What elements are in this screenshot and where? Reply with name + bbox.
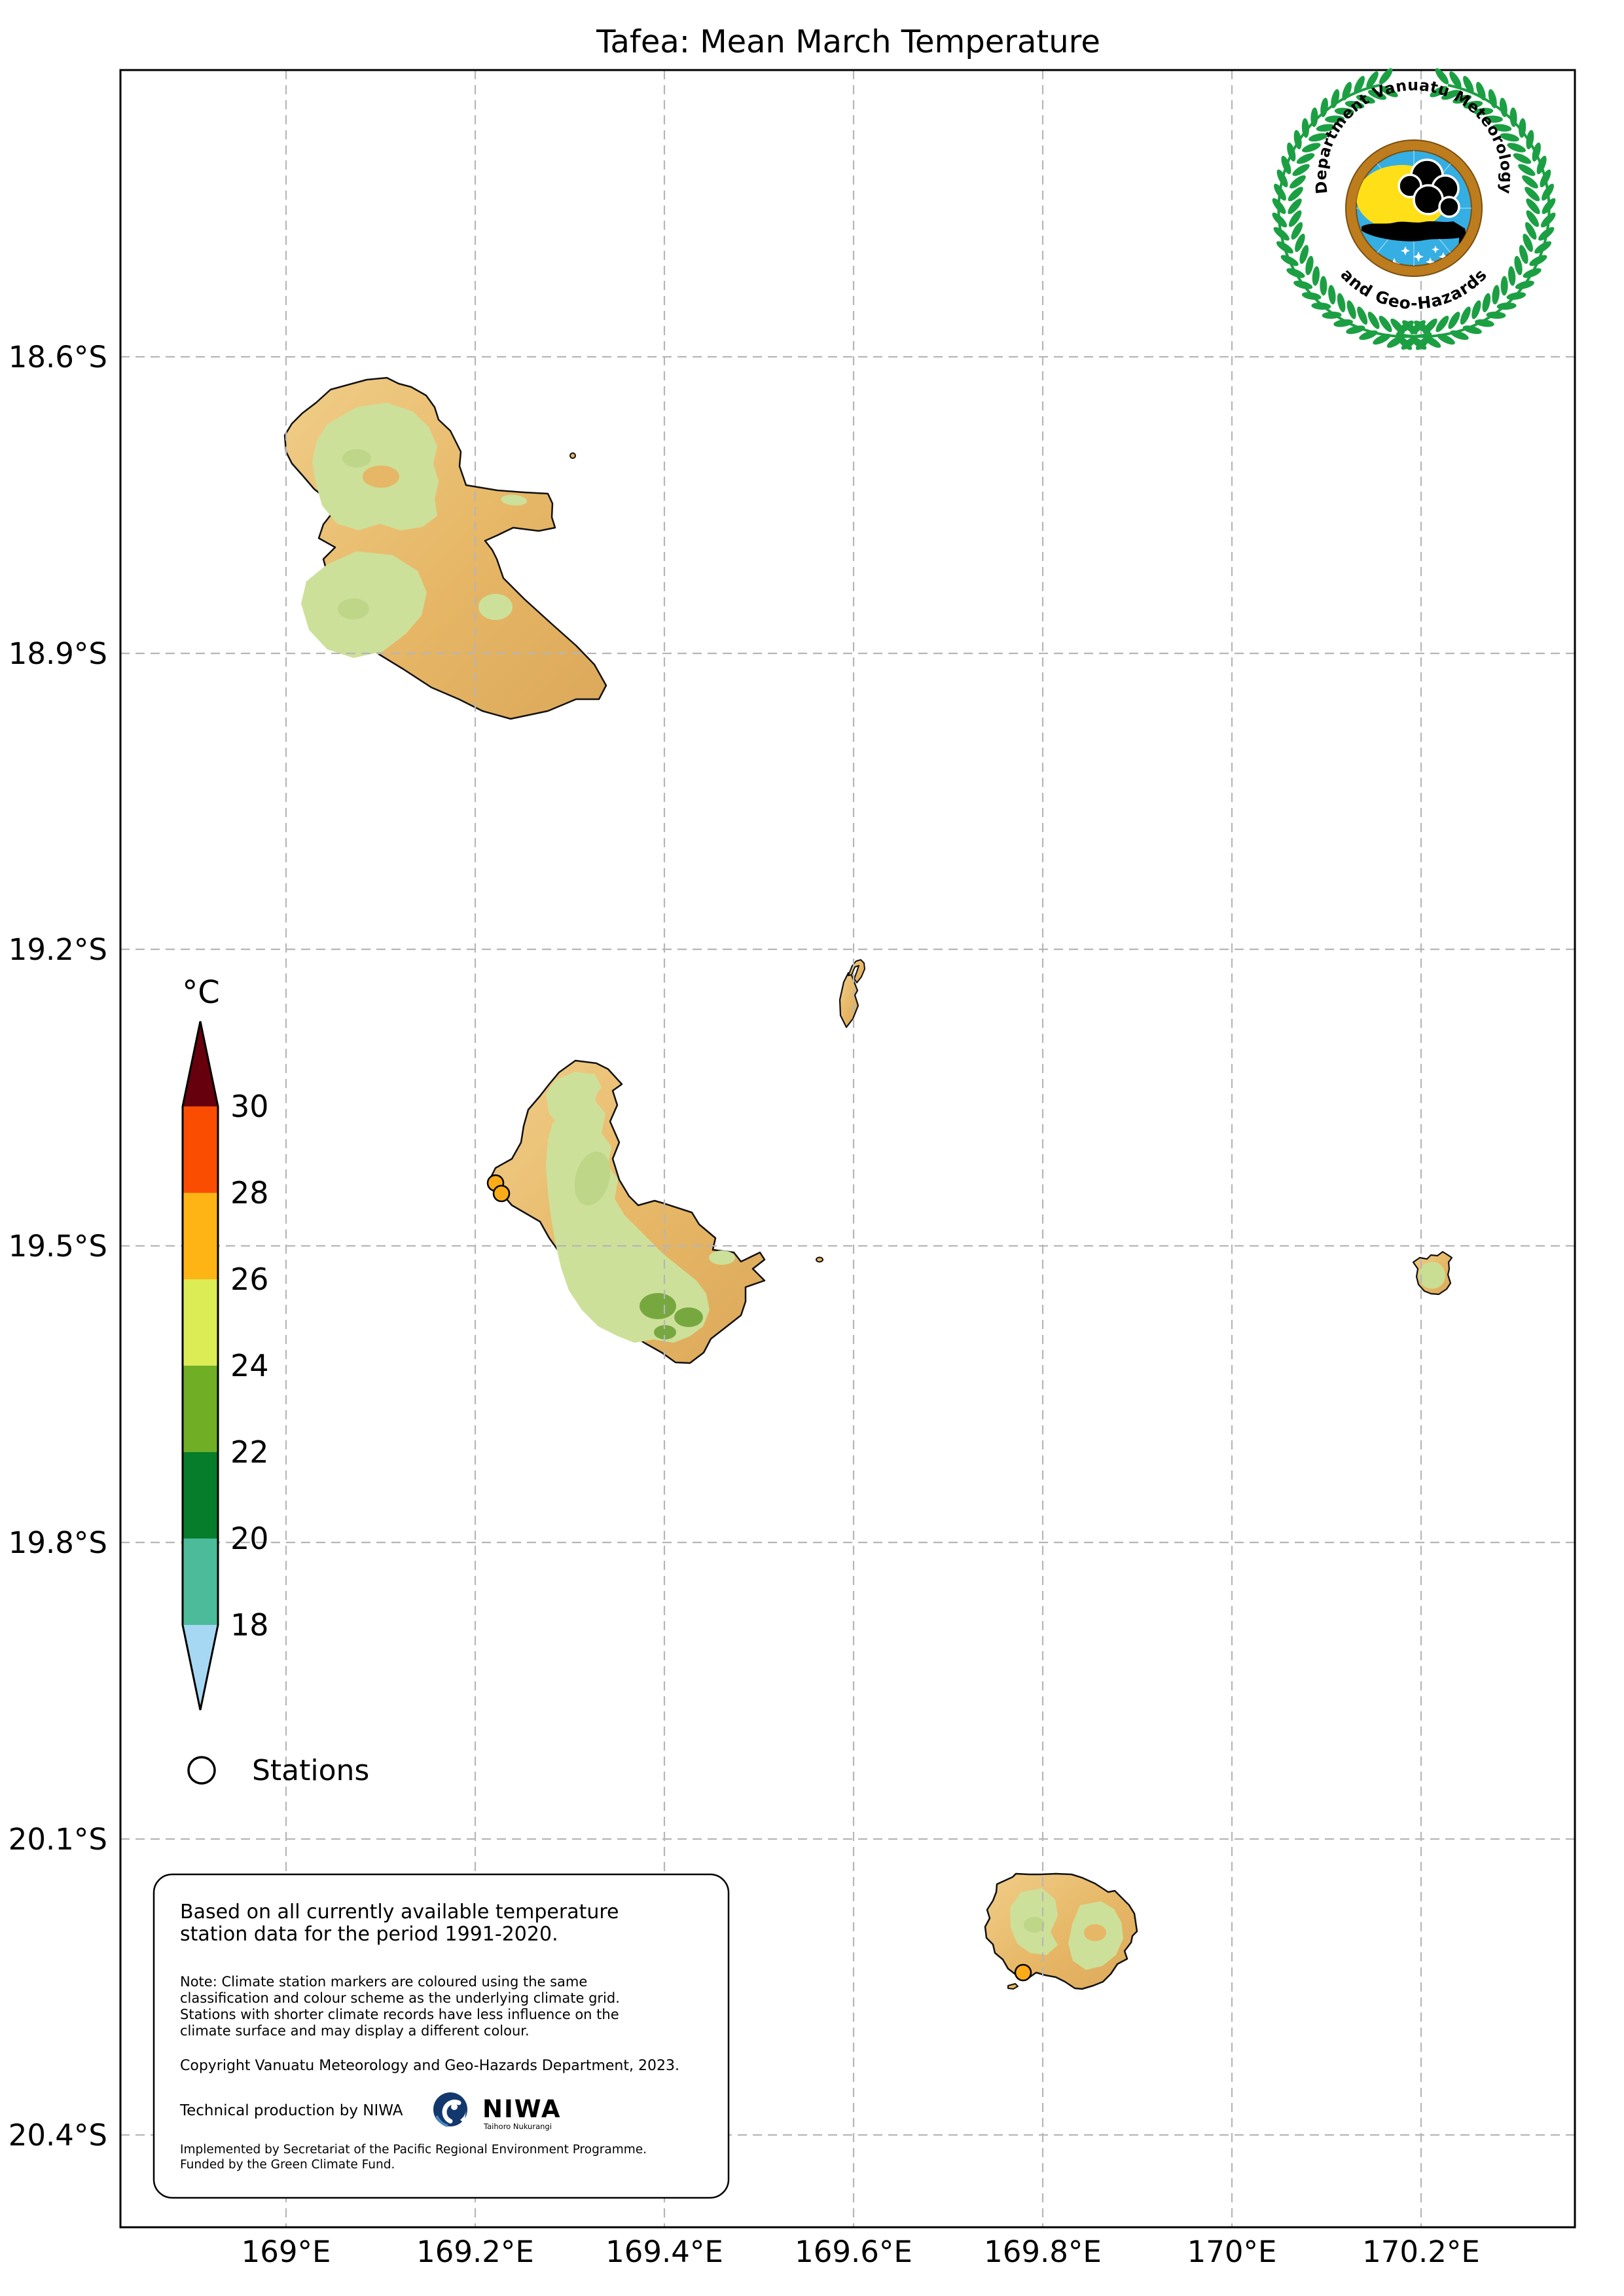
svg-text:20.4°S: 20.4°S [9, 2118, 107, 2153]
svg-text:169°E: 169°E [242, 2234, 331, 2269]
colorbar-unit-label: °C [182, 974, 220, 1011]
island-futuna [1412, 1250, 1453, 1296]
graticule-lines [120, 70, 1575, 2227]
badge-cloud [1362, 158, 1468, 257]
stations-legend-marker [187, 1756, 216, 1785]
infobox-line1: Based on all currently available tempera… [180, 1901, 619, 1923]
infobox-note-3: Stations with shorter climate records ha… [180, 2007, 619, 2022]
svg-text:19.2°S: 19.2°S [9, 932, 107, 967]
svg-text:26: 26 [230, 1262, 269, 1297]
niwa-logo: NIWA Taihoro Nukurangi [433, 2092, 562, 2131]
svg-text:20.1°S: 20.1°S [9, 1822, 107, 1857]
svg-text:170.2°E: 170.2°E [1362, 2234, 1480, 2269]
svg-text:18: 18 [230, 1607, 269, 1643]
svg-text:30: 30 [230, 1089, 269, 1124]
stations-legend-label: Stations [252, 1754, 369, 1787]
axis-tick-labels: 18.6°S 18.9°S 19.2°S 19.5°S 19.8°S 20.1°S 20.4… [9, 340, 1480, 2269]
island-aniwa [839, 959, 865, 1029]
svg-text:24: 24 [230, 1348, 269, 1383]
svg-text:170°E: 170°E [1187, 2234, 1277, 2269]
niwa-logo-subtext: Taihoro Nukurangi [483, 2122, 552, 2131]
svg-text:19.5°S: 19.5°S [9, 1229, 107, 1264]
svg-text:28: 28 [230, 1175, 269, 1211]
island-aneityum [984, 1872, 1138, 1990]
station-markers [486, 1174, 1032, 1982]
info-box: Based on all currently available tempera… [153, 1873, 730, 2199]
svg-text:20: 20 [230, 1521, 269, 1556]
islands-layer [283, 376, 1453, 1990]
infobox-note-4: climate surface and may display a differ… [180, 2023, 530, 2039]
svg-text:19.8°S: 19.8°S [9, 1525, 107, 1560]
infobox-copyright: Copyright Vanuatu Meteorology and Geo-Ha… [180, 2058, 679, 2074]
island-erromango [283, 376, 607, 720]
svg-text:169.8°E: 169.8°E [984, 2234, 1102, 2269]
niwa-logo-text: NIWA [482, 2095, 562, 2123]
stations-legend: Stations [187, 1754, 369, 1787]
infobox-production: Technical production by NIWA [179, 2102, 403, 2119]
svg-text:18.9°S: 18.9°S [9, 636, 107, 671]
infobox-line2: station data for the period 1991-2020. [180, 1923, 558, 1946]
svg-text:169.6°E: 169.6°E [795, 2234, 912, 2269]
islet-dot [816, 1256, 823, 1263]
page-title: Tafea: Mean March Temperature [596, 24, 1100, 60]
svg-text:18.6°S: 18.6°S [9, 340, 107, 374]
islet-dot [569, 452, 576, 459]
infobox-implemented: Implemented by Secretariat of the Pacifi… [180, 2143, 647, 2157]
infobox-note-1: Note: Climate station markers are colour… [180, 1974, 587, 1990]
temperature-colorbar: 30 28 26 24 22 20 18 [181, 1021, 269, 1711]
laurel-wreath [1272, 68, 1556, 350]
svg-text:22: 22 [230, 1434, 269, 1470]
svg-text:169.4°E: 169.4°E [605, 2234, 723, 2269]
infobox-funded: Funded by the Green Climate Fund. [180, 2158, 395, 2172]
infobox-note-2: classification and colour scheme as the … [180, 1990, 620, 2006]
plot-frame [119, 69, 1576, 2229]
svg-text:169.2°E: 169.2°E [416, 2234, 534, 2269]
